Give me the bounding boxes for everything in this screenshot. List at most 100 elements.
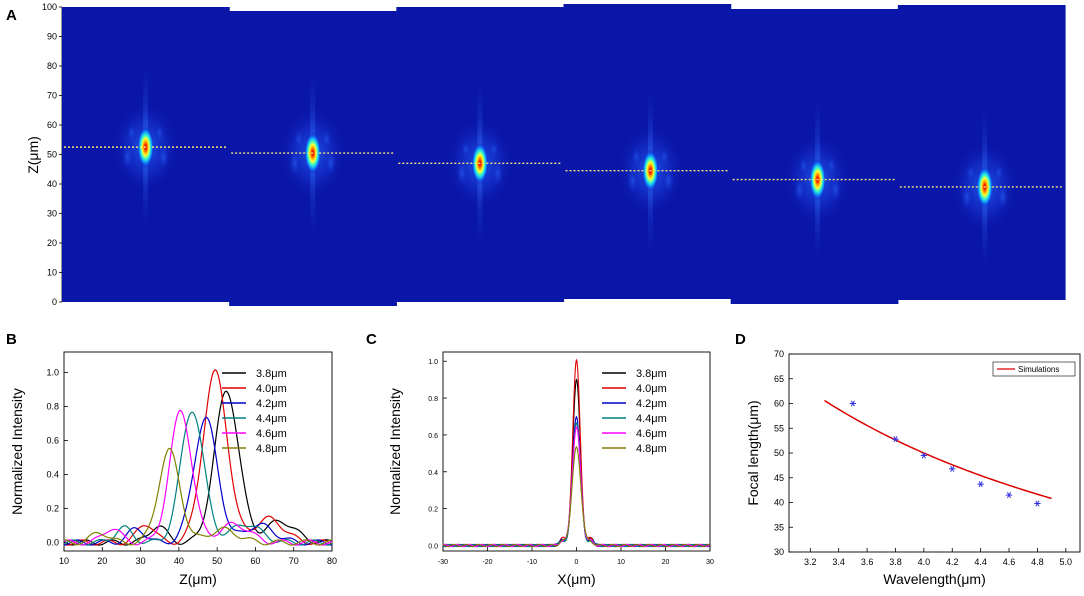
heatmap-side-lobe	[659, 146, 670, 167]
heatmap-side-lobe	[121, 143, 134, 172]
panel-b-ytick-label: 0.4	[46, 469, 59, 479]
panel-b-series-line	[63, 390, 333, 546]
panel-d-ytick-label: 40	[774, 498, 784, 508]
panel-d-ytick-label: 45	[774, 473, 784, 483]
panel-b-ytick-label: 0.0	[46, 537, 59, 547]
panel-b-legend-label: 3.8μm	[256, 368, 287, 380]
panel-c-series-line	[442, 378, 710, 548]
heatmap-side-lobe	[293, 129, 304, 150]
panel-a-letter: A	[6, 7, 17, 24]
panel-a-ytick-label: 30	[47, 209, 57, 219]
panel-d-data-point	[920, 452, 928, 459]
panel-d-point-stroke	[950, 465, 955, 472]
panel-c-xtick-label: 20	[662, 559, 670, 566]
panel-c-ytick-label: 1.0	[428, 359, 438, 366]
panel-b-frame	[63, 351, 333, 552]
panel-d-ytick-label: 50	[774, 448, 784, 458]
panel-c-series-line	[442, 446, 710, 548]
panel-b-xtick-label: 10	[59, 556, 69, 566]
panel-c-series-line	[442, 358, 710, 548]
panel-c-chart: -30 -20 -10 0 10 20 30 0.0 0.2 0.4 0.6 0.8 1.0 X(μm) N…	[387, 351, 714, 587]
panel-c-xtick-label: -10	[527, 559, 537, 566]
heatmap-side-lobe	[793, 175, 806, 204]
panel-c-letter: C	[366, 331, 377, 348]
panel-a-ytick-label: 20	[47, 238, 57, 248]
panel-b-series-line	[63, 416, 333, 546]
heatmap-side-lobe	[491, 159, 504, 188]
panel-b-legend-label: 4.0μm	[256, 383, 287, 395]
panel-c-legend-label: 4.6μm	[636, 428, 667, 440]
panel-c-xtick-label: 0	[575, 559, 579, 566]
panel-b-series-line	[63, 447, 333, 546]
heatmap-side-lobe	[993, 162, 1004, 183]
panel-c-ylabel: Normalized Intensity	[387, 388, 403, 515]
panel-b-xtick-label: 80	[327, 556, 337, 566]
heatmap-side-lobe	[157, 143, 170, 172]
panel-d-point-stroke	[1006, 492, 1012, 499]
panel-b-ytick-label: 0.6	[46, 435, 59, 445]
heatmap-side-lobe	[455, 159, 468, 188]
panel-d-data-point	[949, 465, 956, 472]
heatmap-side-lobe	[488, 139, 499, 160]
panel-b-legend-label: 4.2μm	[256, 398, 287, 410]
panel-d-xtick-label: 3.4	[832, 557, 845, 567]
panel-a-ytick-label: 0	[52, 297, 57, 307]
panel-d-xtick-label: 4.0	[918, 557, 931, 567]
panel-d-point-stroke	[978, 481, 983, 488]
panel-d-point-stroke	[850, 400, 855, 407]
panel-b-letter: B	[6, 331, 17, 348]
heatmap-side-lobe	[321, 129, 332, 150]
heatmap-side-lobe	[662, 166, 675, 195]
panel-a-ylabel: Z(μm)	[25, 136, 41, 174]
panel-d-ytick-label: 30	[774, 547, 784, 557]
panel-d-data-point	[892, 436, 899, 443]
panel-a-ytick-label: 10	[47, 268, 57, 278]
panel-d-point-stroke	[1035, 500, 1040, 507]
panel-c-legend-label: 4.4μm	[636, 413, 667, 425]
heatmap-side-lobe	[324, 149, 337, 178]
panel-b-ylabel: Normalized Intensity	[9, 388, 25, 515]
panel-c-legend-label: 4.0μm	[636, 383, 667, 395]
panel-d-simulation-curve	[824, 399, 1052, 500]
panel-b-xtick-label: 20	[97, 556, 107, 566]
panel-c-legend-label: 3.8μm	[636, 368, 667, 380]
panel-d-point-stroke	[893, 436, 898, 443]
panel-d-xtick-label: 4.2	[946, 557, 959, 567]
panel-d-ytick-label: 55	[774, 423, 784, 433]
panel-d-data-point	[849, 400, 857, 407]
panel-d-data-point	[977, 481, 984, 488]
panel-d-xtick-label: 3.2	[804, 557, 817, 567]
panel-d-point-stroke	[921, 452, 926, 459]
panel-d-xtick-label: 5.0	[1060, 557, 1073, 567]
panel-c-ytick-label: 0.4	[428, 470, 438, 477]
panel-b-legend-label: 4.8μm	[256, 443, 287, 455]
panel-d-xlabel: Wavelength(μm)	[883, 571, 985, 587]
panel-d-xtick-label: 4.4	[974, 557, 987, 567]
panel-a-ytick-label: 60	[47, 120, 57, 130]
panel-d-ytick-label: 70	[774, 349, 784, 359]
panel-d-xtick-label: 3.8	[889, 557, 902, 567]
heatmap-side-lobe	[960, 182, 973, 211]
heatmap-side-lobe	[154, 123, 165, 144]
panel-d-ytick-label: 60	[774, 399, 784, 409]
panel-c-series-line	[442, 415, 710, 548]
panel-d-legend-label: Simulations	[1018, 365, 1059, 374]
panel-a-ytick-label: 80	[47, 61, 57, 71]
panel-b-ytick-label: 0.2	[46, 503, 59, 513]
panel-b-ytick-label: 0.8	[46, 401, 59, 411]
heatmap-side-lobe	[126, 123, 137, 144]
panel-a-ytick-label: 40	[47, 179, 57, 189]
heatmap-side-lobe	[829, 175, 842, 204]
panel-c-ytick-label: 0.8	[428, 396, 438, 403]
heatmap-side-lobe	[626, 166, 639, 195]
heatmap-side-lobe	[996, 182, 1009, 211]
panel-a-ytick-label: 70	[47, 91, 57, 101]
heatmap-side-lobe	[631, 146, 642, 167]
panel-c-xtick-label: 30	[706, 559, 714, 566]
panel-d-ylabel: Focal length(μm)	[745, 400, 761, 505]
panel-b-legend-label: 4.4μm	[256, 413, 287, 425]
panel-d-xtick-label: 3.6	[861, 557, 874, 567]
panel-b-xtick-label: 60	[250, 556, 260, 566]
panel-b-chart: 10 20 30 40 50 60 70 80 0.0 0.2 0.4 0.6 0.8 1.0 Z(μm) N…	[9, 351, 337, 587]
